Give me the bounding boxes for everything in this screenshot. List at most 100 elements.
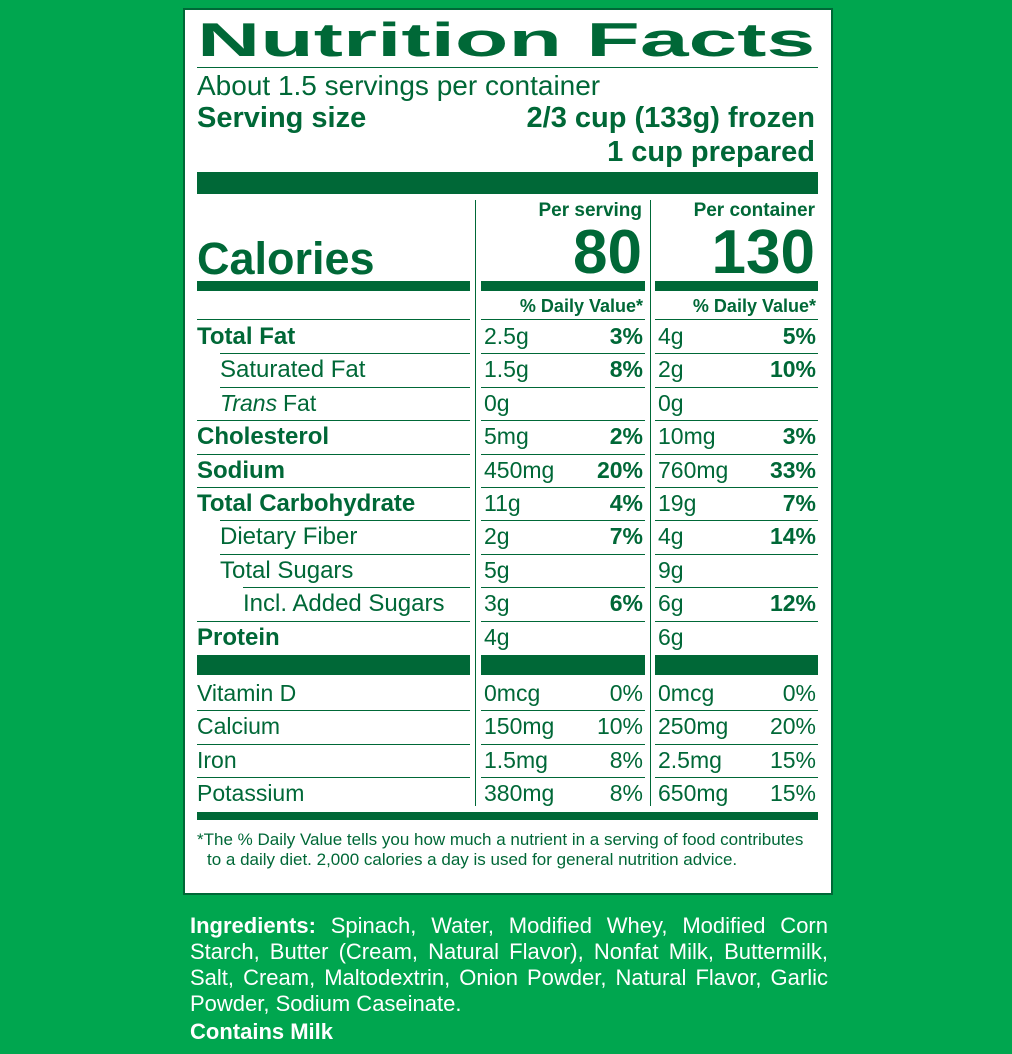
rule <box>655 487 818 488</box>
rule <box>655 710 818 712</box>
vitamin-name: Potassium <box>197 780 305 807</box>
rule <box>481 620 645 622</box>
daily-value: 33% <box>769 456 816 483</box>
rule <box>655 520 818 522</box>
rule <box>197 453 470 455</box>
amount: 2g <box>484 523 510 550</box>
amount: 380mg <box>484 780 555 807</box>
amount: 9g <box>658 556 684 583</box>
amount: 0mcg <box>658 680 715 706</box>
rule <box>655 587 818 589</box>
amount: 1.5g <box>484 356 529 383</box>
amount: 0g <box>658 389 684 416</box>
rule <box>481 353 645 355</box>
rule <box>220 553 470 555</box>
nutrient-name: Total Sugars <box>220 556 354 584</box>
daily-value: 10% <box>769 356 816 383</box>
daily-value: 20% <box>769 713 816 740</box>
rule <box>655 386 818 388</box>
nutrient-name: Protein <box>197 623 280 651</box>
rule <box>655 777 818 779</box>
vitamin-name: Calcium <box>197 713 281 740</box>
rule <box>481 319 645 320</box>
amount: 2.5g <box>484 323 529 349</box>
vitamin-name: Iron <box>197 746 237 773</box>
amount: 250mg <box>658 713 729 740</box>
daily-value: 3% <box>782 423 816 450</box>
daily-value: 6% <box>609 590 643 617</box>
rule <box>197 319 470 320</box>
nutrient-name: Cholesterol <box>197 423 330 451</box>
amount: 0mcg <box>484 680 541 706</box>
nutrient-name: Total Fat <box>197 323 296 350</box>
amount: 5g <box>484 556 510 583</box>
rule <box>220 386 470 388</box>
rule <box>655 453 818 455</box>
rule <box>655 353 818 355</box>
ingredients-label: Ingredients: <box>190 913 316 938</box>
servings: About 1.5 servings per container <box>197 70 601 101</box>
amount: 450mg <box>484 456 555 483</box>
amount: 5mg <box>484 423 529 450</box>
rule <box>197 777 470 779</box>
rule <box>481 587 645 589</box>
amount: 4g <box>658 323 684 349</box>
vitamin-name: Vitamin D <box>197 680 297 706</box>
daily-value: 8% <box>609 780 643 807</box>
rule <box>481 386 645 388</box>
calories-value: 130 <box>711 218 815 287</box>
nutrient-name: Incl. Added Sugars <box>243 590 445 618</box>
nutrient-name: Total Carbohydrate <box>197 490 416 517</box>
rule <box>481 487 645 488</box>
ingredients: Ingredients: Spinach, Water, Modified Wh… <box>190 913 828 1017</box>
amount: 19g <box>658 490 697 516</box>
rule <box>197 655 470 675</box>
nutrition-panel <box>183 8 833 895</box>
rule <box>655 655 818 675</box>
nutrient-name: Dietary Fiber <box>220 523 358 551</box>
nutrient-name: Sodium <box>197 456 285 484</box>
serving-size: 2/3 cup (133g) frozen <box>526 102 815 134</box>
rule <box>655 743 818 745</box>
column-divider <box>650 200 651 806</box>
daily-value: 4% <box>609 490 643 516</box>
daily-value: 8% <box>609 746 643 773</box>
daily-value: 7% <box>609 523 643 550</box>
rule <box>655 281 818 291</box>
rule <box>197 811 818 820</box>
dv-heading: % Daily Value* <box>692 296 816 316</box>
amount: 6g <box>658 623 684 650</box>
daily-value: 15% <box>769 780 816 807</box>
rule <box>243 587 470 589</box>
rule <box>197 420 470 422</box>
dv-heading: % Daily Value* <box>519 296 643 316</box>
rule <box>481 453 645 455</box>
nutrient-name: Saturated Fat <box>220 356 366 384</box>
daily-value: 10% <box>596 713 643 740</box>
column-heading: Per serving <box>538 200 643 221</box>
daily-value: 15% <box>769 746 816 773</box>
rule <box>197 67 818 68</box>
column-heading: Per container <box>693 200 815 221</box>
amount: 6g <box>658 590 684 617</box>
serving-size-label: Serving size <box>197 102 367 134</box>
amount: 11g <box>484 490 521 516</box>
title: Nutrition Facts <box>197 12 816 67</box>
rule <box>655 420 818 422</box>
amount: 3g <box>484 590 510 617</box>
ingredients-text: Spinach, Water, Modified Whey, Modified … <box>190 913 828 1016</box>
footnote: *The % Daily Value tells you how much a … <box>197 830 804 869</box>
column-divider <box>475 200 476 806</box>
daily-value: 3% <box>609 323 643 349</box>
rule <box>197 620 470 622</box>
amount: 2.5mg <box>658 746 722 773</box>
amount: 0g <box>484 389 510 416</box>
daily-value: 7% <box>782 490 816 516</box>
rule <box>481 710 645 712</box>
daily-value: 8% <box>609 356 643 383</box>
serving-size: 1 cup prepared <box>607 136 815 168</box>
daily-value: 2% <box>609 423 643 450</box>
amount: 4g <box>658 523 684 550</box>
rule <box>220 520 470 522</box>
